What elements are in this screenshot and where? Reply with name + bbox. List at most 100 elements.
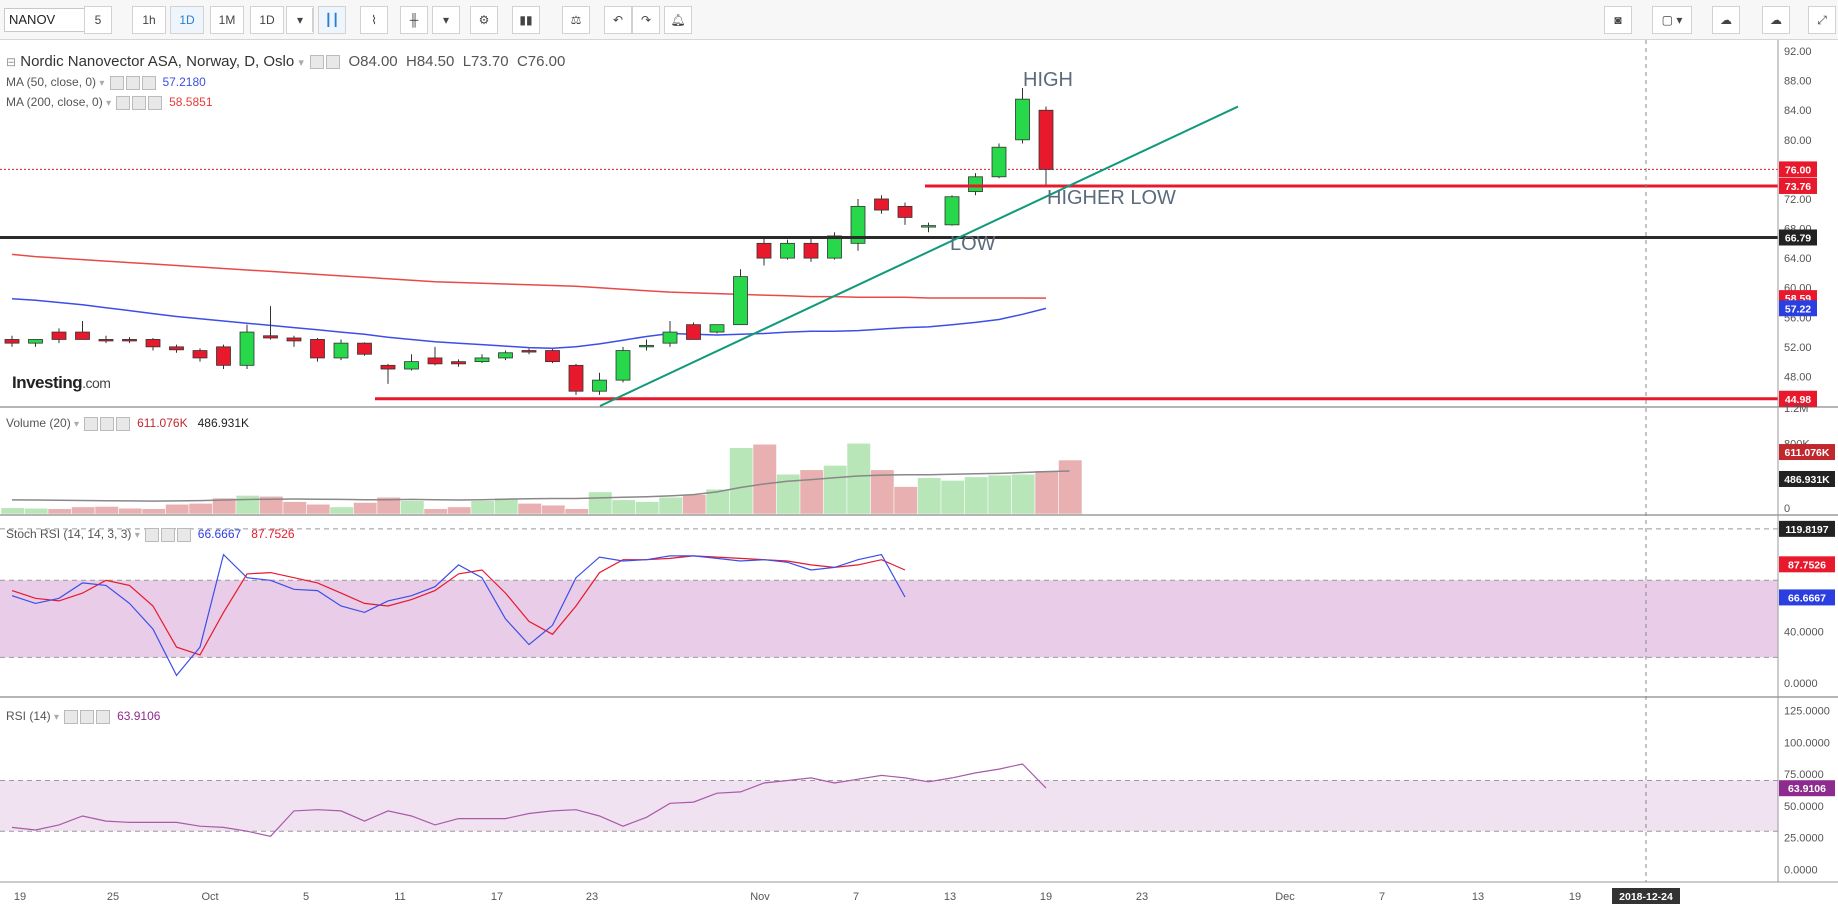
- volume-bar: [306, 504, 331, 515]
- settings-icon[interactable]: [125, 75, 140, 90]
- candle: [169, 346, 184, 351]
- date-tick-label: 5: [303, 891, 309, 903]
- eye-icon[interactable]: [145, 527, 160, 542]
- volume-bar: [141, 508, 166, 515]
- candle: [263, 335, 278, 339]
- bar-style-icon[interactable]: ╫: [400, 6, 428, 34]
- rsi-badge: 63.9106: [1788, 783, 1826, 795]
- volume-bar: [353, 502, 378, 515]
- cloud-upload-icon[interactable]: ☁: [1762, 6, 1790, 34]
- close-icon[interactable]: [141, 75, 156, 90]
- settings-icon[interactable]: [132, 95, 147, 110]
- candle: [521, 350, 537, 353]
- date-tick-label: 19: [1040, 891, 1052, 903]
- volume-bar: [235, 495, 260, 515]
- interval-1m-button[interactable]: 1M: [210, 6, 244, 34]
- annotations: HIGH HIGHER LOW LOW: [950, 69, 1176, 255]
- candle: [357, 342, 372, 355]
- price-tick-label: 88.00: [1784, 76, 1812, 88]
- ma50-label: MA (50, close, 0): [6, 75, 97, 89]
- candle: [639, 344, 654, 348]
- candle: [733, 276, 748, 326]
- stoch-badge-bg: [1779, 556, 1835, 573]
- chevron-down-icon[interactable]: ▾: [298, 57, 304, 69]
- eye-icon[interactable]: [310, 55, 325, 70]
- investing-logo: Investing.com: [12, 373, 111, 392]
- ma50-line: [11, 298, 1047, 350]
- rsi-pane: [0, 763, 1778, 837]
- chart-canvas[interactable]: 92.0088.0084.0080.0076.0072.0068.0064.00…: [0, 40, 1838, 905]
- date-tick-label: Oct: [201, 891, 218, 903]
- stoch-tick-label: 40.0000: [1784, 627, 1824, 639]
- price-badge: 73.76: [1785, 181, 1811, 193]
- alert-bell-icon[interactable]: 🔔︎: [664, 6, 692, 34]
- stoch-k-line: [11, 553, 906, 677]
- eye-icon[interactable]: [64, 709, 79, 724]
- close-icon[interactable]: [96, 709, 111, 724]
- settings-icon[interactable]: [326, 55, 341, 70]
- settings-icon[interactable]: [80, 709, 95, 724]
- stoch-badge-bg: [1779, 520, 1835, 537]
- line-chart-icon[interactable]: ⌇: [360, 6, 388, 34]
- layout-select-icon[interactable]: ▢ ▾: [1652, 6, 1692, 34]
- camera-icon[interactable]: ◙: [1604, 6, 1632, 34]
- date-tick-label: 11: [394, 891, 405, 903]
- indicators-icon[interactable]: ▮▮: [512, 6, 540, 34]
- rsi-tick-label: 125.0000: [1784, 706, 1830, 718]
- interval-1d-button[interactable]: 1D: [170, 6, 204, 34]
- volume-bar: [870, 469, 895, 515]
- price-badge: 57.22: [1785, 303, 1811, 315]
- chevron-down-icon[interactable]: ▾: [99, 78, 105, 89]
- undo-icon[interactable]: ↶: [604, 6, 632, 34]
- candle: [897, 205, 913, 218]
- redo-icon[interactable]: ↷: [632, 6, 660, 34]
- price-tick-label: 92.00: [1784, 46, 1812, 58]
- candles-icon[interactable]: ┃┃: [318, 6, 346, 34]
- chevron-down-icon[interactable]: ▾: [134, 530, 140, 541]
- rsi-legend: RSI (14) ▾ 63.9106: [6, 709, 160, 724]
- candle: [310, 339, 325, 359]
- rsi-badge-bg: [1779, 780, 1835, 797]
- price-badge-bg: [1779, 300, 1817, 317]
- candle: [991, 146, 1007, 178]
- volume-bar: [517, 503, 542, 515]
- settings-icon[interactable]: [161, 527, 176, 542]
- candle: [827, 235, 842, 259]
- close-icon[interactable]: [116, 416, 131, 431]
- eye-icon[interactable]: [116, 95, 131, 110]
- eye-icon[interactable]: [109, 75, 124, 90]
- chevron-down-icon[interactable]: ▾: [106, 98, 112, 109]
- interval-1h-button[interactable]: 1h: [132, 6, 166, 34]
- collapse-icon[interactable]: ⊟: [6, 55, 17, 69]
- price-badge-bg: [1779, 177, 1817, 194]
- compare-scale-icon[interactable]: ⚖: [562, 6, 590, 34]
- volume-bar: [494, 497, 519, 515]
- fullscreen-icon[interactable]: ⤢: [1808, 6, 1836, 34]
- rsi-tick-label: 100.0000: [1784, 737, 1830, 749]
- candle: [216, 346, 231, 366]
- date-tick-label: 7: [1379, 891, 1385, 903]
- candle: [662, 331, 678, 344]
- gear-icon[interactable]: ⚙: [470, 6, 498, 34]
- style-chevron-down-icon[interactable]: ▾: [432, 6, 460, 34]
- stoch-band: [0, 580, 1778, 658]
- volume-badge: 486.931K: [1784, 474, 1830, 486]
- date-tick-label: 13: [944, 891, 956, 903]
- close-icon[interactable]: [148, 95, 163, 110]
- close-icon[interactable]: [177, 527, 192, 542]
- ma200-value: 58.5851: [169, 95, 213, 109]
- cloud-download-icon[interactable]: ☁: [1712, 6, 1740, 34]
- chevron-down-icon[interactable]: ▾: [54, 712, 60, 723]
- axes: 92.0088.0084.0080.0076.0072.0068.0064.00…: [0, 40, 1838, 904]
- interval-chevron-down-icon[interactable]: ▾: [286, 6, 314, 34]
- annotation-low: LOW: [950, 233, 996, 255]
- eye-icon[interactable]: [84, 416, 99, 431]
- interval-dropdown-button[interactable]: 1D: [250, 6, 284, 34]
- chevron-down-icon[interactable]: ▾: [74, 419, 80, 430]
- symbol-input[interactable]: NANOV: [4, 8, 96, 32]
- interval-5-button[interactable]: 5: [84, 6, 112, 34]
- stoch-badge: 119.8197: [1785, 524, 1828, 536]
- stoch-rsi-pane: [0, 528, 1778, 677]
- settings-icon[interactable]: [100, 416, 115, 431]
- volume-label: Volume (20): [6, 416, 71, 430]
